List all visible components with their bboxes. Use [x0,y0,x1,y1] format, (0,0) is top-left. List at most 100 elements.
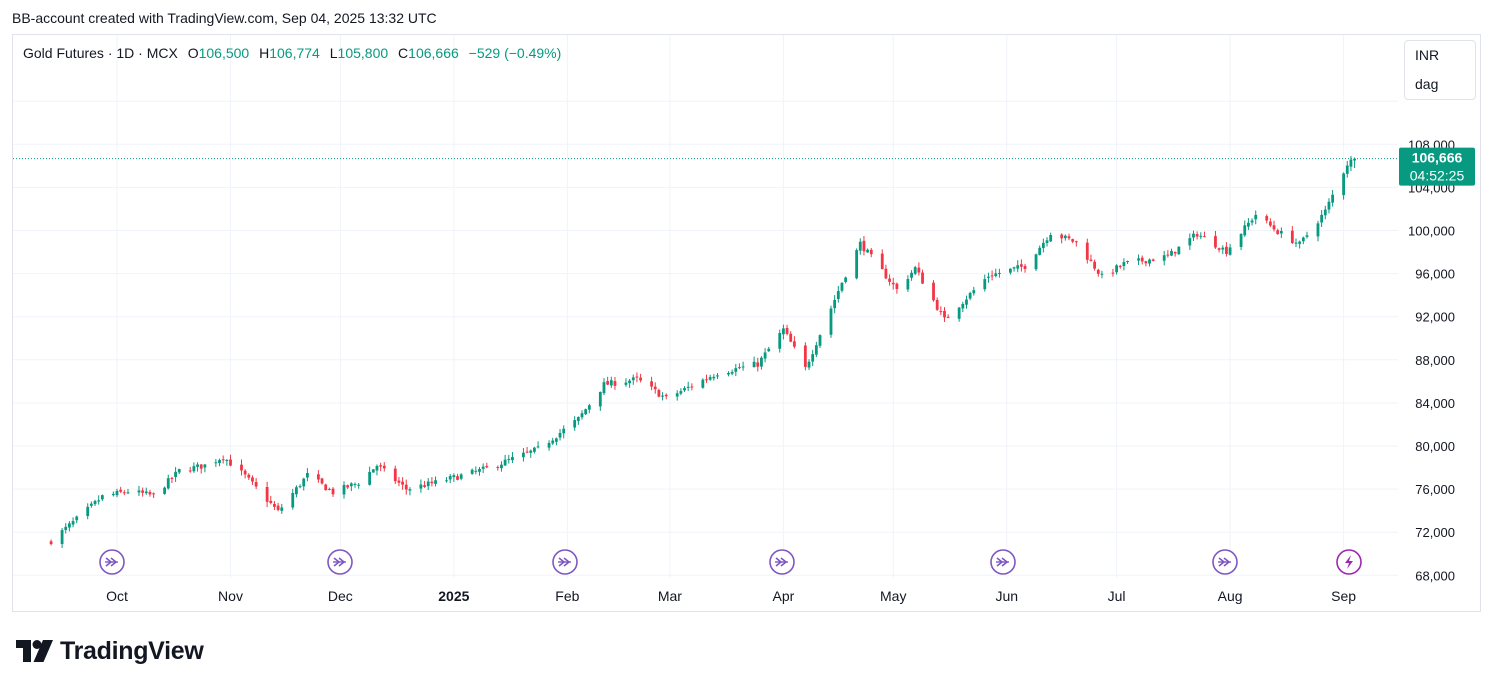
x-tick-label: 2025 [438,588,469,604]
y-axis-labels: 68,000 72,000 76,000 80,000 84,000 88,000 92,0… [1408,137,1455,583]
candle-body [295,487,298,495]
candle-body [917,267,921,273]
candle-body [251,477,254,482]
candle-body [1170,250,1173,256]
candle-body [1034,254,1038,270]
candle-body [203,464,207,468]
y-tick-label: 76,000 [1415,482,1455,497]
close-label: C [398,45,409,61]
unit-label: dag [1415,76,1439,92]
grid-lines [13,35,1398,578]
candle-body [1327,201,1331,210]
candle-body [701,379,705,388]
candle-body [1177,246,1181,255]
candle-body [357,484,361,486]
candle-body [1140,257,1144,262]
candle-body [968,292,972,299]
candle-body [1012,267,1016,269]
candle-body [152,493,156,495]
candle-body [785,327,789,334]
unit-selector[interactable]: INR dag [1404,40,1476,100]
candle-body [419,484,423,489]
candle-body [869,249,873,255]
candle-body [686,386,690,388]
open-value: 106,500 [198,45,250,61]
candle-body [1345,165,1349,174]
expiry-event-icon [769,549,795,575]
candle-body [214,462,218,464]
candle-body [811,354,815,362]
candle-body [789,333,793,342]
candle-body [1041,242,1045,249]
candle-body [939,311,943,313]
candle-body [862,240,866,252]
candle-body [126,492,130,494]
candle-body [137,490,141,493]
high-label: H [259,45,270,61]
candle-body [602,382,606,394]
candle-body [298,486,302,488]
candle-body [705,379,708,381]
candle-body [609,380,613,386]
x-tick-label: Jul [1108,588,1126,604]
candle-body [932,282,935,301]
candles [49,155,1356,549]
candle-body [327,488,331,490]
event-markers [99,549,1362,575]
candle-body [1228,247,1232,255]
candle-body [1071,239,1075,242]
candle-body [840,282,844,291]
candle-body [910,272,913,278]
candle-body [1225,246,1228,254]
candle-body [1331,194,1335,203]
candle-body [1214,236,1217,248]
candle-body [803,345,807,367]
candle-body [507,459,511,461]
x-tick-label: Apr [772,588,794,604]
x-tick-label: Oct [106,588,128,604]
candle-body [1009,268,1012,273]
candle-body [639,377,642,381]
candle-body [778,333,782,349]
candle-body [111,493,115,496]
candle-body [1272,225,1276,230]
candle-body [1023,266,1027,269]
candle-body [247,474,251,478]
candle-body [375,465,379,471]
candle-body [75,516,79,521]
expiry-event-icon [552,549,578,575]
candle-body [148,491,152,495]
y-tick-label: 88,000 [1415,353,1455,368]
candle-body [353,483,357,485]
brand[interactable]: TradingView [16,636,204,666]
candle-body [470,469,474,474]
candle-body [1111,272,1115,274]
x-tick-label: Jun [995,588,1018,604]
candle-body [302,478,306,487]
candle-body [1137,258,1140,261]
candle-body [1144,261,1148,264]
candle-body [68,523,71,528]
candle-body [730,372,734,374]
candle-body [664,394,668,397]
candle-body [1349,159,1353,167]
y-tick-label: 100,000 [1408,224,1455,239]
candle-body [349,483,353,487]
candle-body [1063,235,1067,239]
price-tag-box [1399,147,1475,186]
candle-body [1199,235,1203,237]
chart-caption: BB-account created with TradingView.com,… [12,10,437,26]
candle-body [511,456,514,461]
currency-label: INR [1415,47,1440,63]
y-tick-label: 84,000 [1415,396,1455,411]
candle-body [1162,255,1166,261]
candle-body [741,366,745,368]
candle-body [587,405,591,410]
candle-body [679,391,683,394]
candle-body [346,485,350,488]
x-tick-label: Feb [555,588,579,604]
candle-body [972,290,976,294]
candle-body [756,362,760,367]
x-tick-label: Sep [1331,588,1356,604]
